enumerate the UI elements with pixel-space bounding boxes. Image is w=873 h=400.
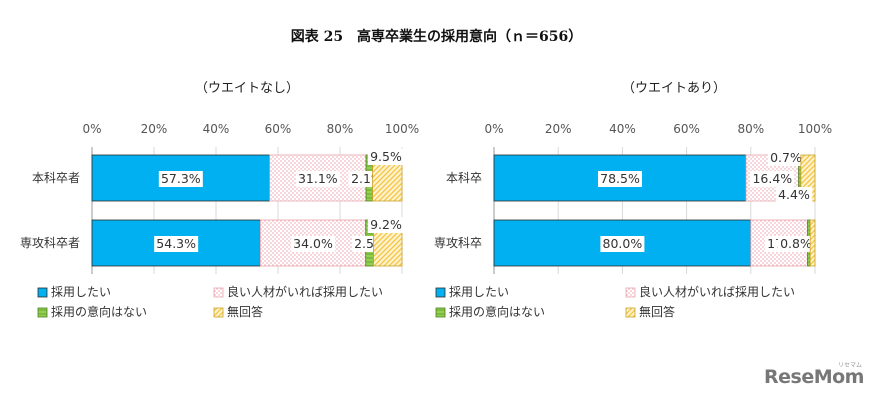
- data-label: 0.7%: [770, 150, 802, 165]
- x-tick-label: 0%: [82, 122, 101, 136]
- legend-label: 良い人材がいれば採用したい: [227, 284, 383, 299]
- data-label: 78.5%: [600, 171, 640, 186]
- legend-label: 無回答: [227, 304, 263, 319]
- data-label: 54.3%: [156, 236, 196, 251]
- x-tick-label: 20%: [141, 122, 168, 136]
- data-label-bg: [777, 236, 815, 252]
- x-tick-label: 60%: [265, 122, 292, 136]
- data-label-bg: [597, 171, 642, 187]
- category-label: 本科卒: [446, 171, 482, 185]
- data-label: 31.1%: [298, 171, 338, 186]
- chart-subtitle: （ウエイトなし）: [195, 81, 299, 96]
- x-tick-label: 100%: [798, 122, 832, 136]
- category-label: 専攻科卒者: [20, 236, 80, 250]
- data-label: 80.0%: [603, 236, 643, 251]
- chart-subtitle: （ウエイトあり）: [622, 81, 726, 96]
- x-tick-label: 80%: [327, 122, 354, 136]
- legend-swatch: [213, 287, 224, 298]
- legend-label: 採用したい: [51, 285, 111, 299]
- data-label-bg: [295, 171, 340, 187]
- legend-swatch: [625, 307, 636, 318]
- data-label-bg: [767, 150, 805, 166]
- data-label-bg: [750, 171, 795, 187]
- data-label: 16.4%: [752, 171, 792, 186]
- x-tick-label: 40%: [609, 122, 636, 136]
- data-label-bg: [158, 171, 203, 187]
- legend-label: 良い人材がいれば採用したい: [639, 284, 795, 299]
- x-tick-label: 20%: [545, 122, 572, 136]
- data-label-bg: [775, 187, 813, 203]
- data-label: 4.4%: [778, 187, 810, 202]
- legend-label: 無回答: [639, 304, 675, 319]
- legend-swatch: [435, 307, 446, 318]
- bar-segment: [809, 219, 816, 267]
- x-tick-label: 60%: [673, 122, 700, 136]
- legend-swatch: [435, 287, 446, 298]
- legend-label: 採用の意向はない: [51, 304, 147, 319]
- chart-with-weight: （ウエイトあり） 0% 20% 40% 60% 80% 100% 本科卒 78.5% 16.4% 0…: [434, 81, 832, 319]
- data-label-bg: [367, 217, 405, 233]
- category-label: 専攻科卒: [434, 236, 482, 250]
- resemom-logo: ReseMom: [764, 366, 864, 388]
- data-label-bg: [367, 149, 405, 165]
- data-label: 9.5%: [370, 149, 402, 164]
- data-label: 0.8%: [780, 236, 812, 251]
- chart-no-weight: （ウエイトなし） 0% 20% 40% 60% 80% 100% 本科卒者 57.3% 31.1%…: [20, 81, 419, 319]
- data-label: 9.2%: [370, 217, 402, 232]
- legend-swatch: [625, 287, 636, 298]
- legend-swatch: [37, 287, 48, 298]
- category-label: 本科卒者: [32, 171, 80, 185]
- data-label-bg: [154, 236, 199, 252]
- figure-title: 図表 25 高専卒業生の採用意向（ｎ＝656）: [290, 29, 583, 45]
- data-label-bg: [291, 236, 336, 252]
- data-label-bg: [600, 236, 645, 252]
- x-tick-label: 80%: [737, 122, 764, 136]
- data-label: 34.0%: [293, 236, 333, 251]
- legend-label: 採用の意向はない: [449, 304, 545, 319]
- legend-label: 採用したい: [449, 285, 509, 299]
- resemom-logo-kana: リセマム: [838, 362, 863, 369]
- legend-swatch: [37, 307, 48, 318]
- x-tick-label: 0%: [484, 122, 503, 136]
- data-label: 57.3%: [161, 171, 201, 186]
- legend-swatch: [213, 307, 224, 318]
- x-tick-label: 40%: [203, 122, 230, 136]
- x-tick-label: 100%: [385, 122, 419, 136]
